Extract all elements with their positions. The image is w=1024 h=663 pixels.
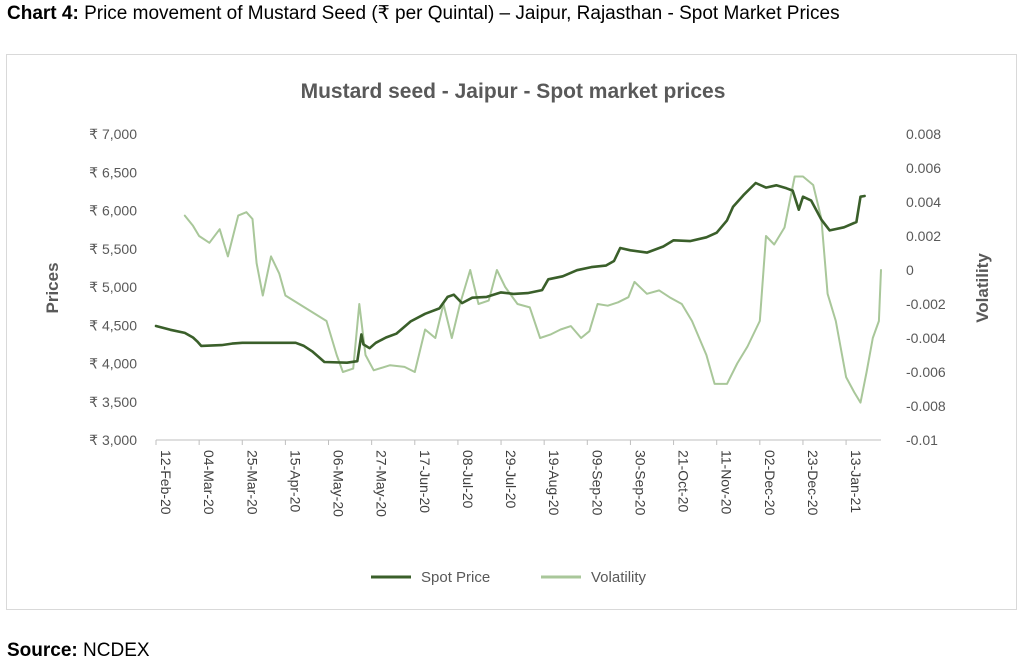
y-axis-title: Prices [43, 262, 62, 313]
y2-tick-label: -0.002 [906, 296, 946, 312]
y-tick-label: ₹ 5,000 [89, 279, 137, 295]
y-tick-label: ₹ 6,000 [89, 203, 137, 219]
source-text: NCDEX [83, 640, 150, 661]
x-tick-label: 30-Sep-20 [632, 450, 648, 516]
x-tick-label: 21-Oct-20 [676, 450, 692, 512]
x-tick-label: 29-Jul-20 [503, 450, 519, 509]
chart: Mustard seed - Jaipur - Spot market pric… [43, 80, 992, 586]
y2-tick-label: 0.004 [906, 194, 941, 210]
source-label: Source: [7, 640, 78, 661]
y2-tick-label: -0.006 [906, 364, 946, 380]
series-line-spot-price [154, 181, 866, 365]
x-tick-label: 17-Jun-20 [417, 450, 433, 513]
y-tick-label: ₹ 4,000 [89, 356, 137, 372]
y2-axis-title: Volatility [973, 253, 992, 323]
x-tick-label: 02-Dec-20 [762, 450, 778, 516]
y-tick-label: ₹ 6,500 [89, 164, 137, 180]
y2-tick-label: 0 [906, 262, 914, 278]
x-tick-label: 08-Jul-20 [460, 450, 476, 509]
x-tick-label: 23-Dec-20 [805, 450, 821, 516]
x-tick-label: 13-Jan-21 [848, 450, 864, 513]
x-tick-label: 04-Mar-20 [201, 450, 217, 515]
y2-tick-label: 0.008 [906, 126, 941, 142]
chart-caption: Chart 4: Price movement of Mustard Seed … [7, 2, 840, 25]
chart-title: Mustard seed - Jaipur - Spot market pric… [301, 80, 726, 103]
y2-tick-label: -0.01 [906, 432, 938, 448]
y-tick-label: ₹ 5,500 [89, 241, 137, 257]
legend-label-volatility: Volatility [591, 569, 647, 586]
caption-label: Chart 4: [7, 3, 79, 24]
y-tick-label: ₹ 3,000 [89, 432, 137, 448]
x-tick-label: 19-Aug-20 [546, 450, 562, 516]
y-tick-label: ₹ 7,000 [89, 126, 137, 142]
y2-tick-label: -0.008 [906, 398, 946, 414]
x-tick-label: 12-Feb-20 [158, 450, 174, 515]
source-note: Source: NCDEX [7, 640, 150, 662]
y2-tick-label: 0.006 [906, 160, 941, 176]
y-tick-label: ₹ 4,500 [89, 317, 137, 333]
x-tick-label: 09-Sep-20 [589, 450, 605, 516]
x-tick-label: 27-May-20 [374, 450, 390, 517]
x-tick-label: 25-Mar-20 [244, 450, 260, 515]
caption-text: Price movement of Mustard Seed (₹ per Qu… [84, 3, 840, 24]
legend-label-spot-price: Spot Price [421, 569, 490, 586]
x-tick-label: 11-Nov-20 [719, 450, 735, 515]
x-tick-label: 15-Apr-20 [287, 450, 303, 512]
x-tick-label: 06-May-20 [331, 450, 347, 517]
chart-frame: Mustard seed - Jaipur - Spot market pric… [6, 54, 1017, 610]
y-tick-label: ₹ 3,500 [89, 394, 137, 410]
y2-tick-label: -0.004 [906, 330, 946, 346]
series-line-volatility [183, 175, 882, 404]
y2-tick-label: 0.002 [906, 228, 941, 244]
